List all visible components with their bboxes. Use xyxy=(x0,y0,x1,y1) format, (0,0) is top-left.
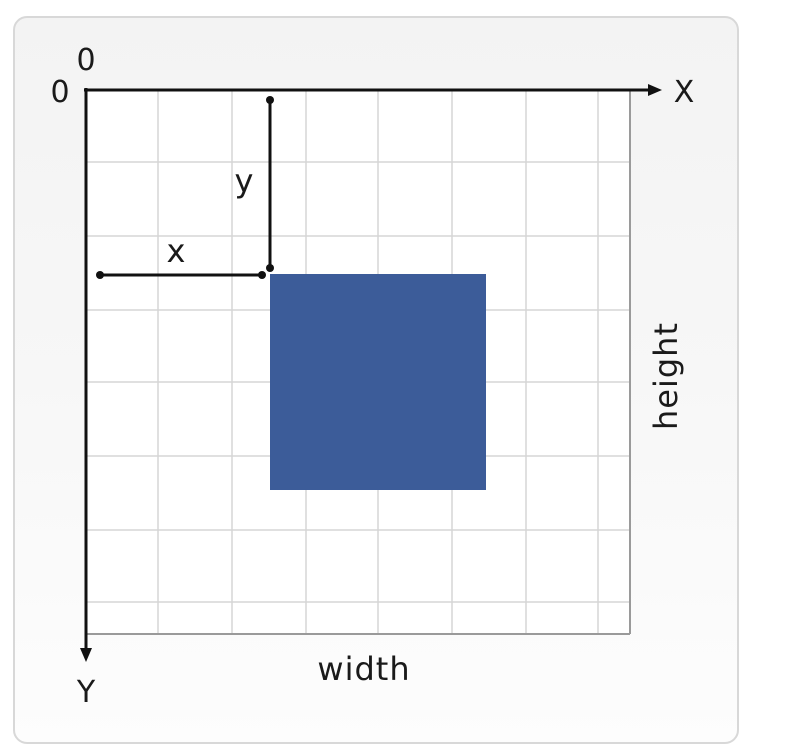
grid-lines xyxy=(86,90,630,634)
y-offset-label: y xyxy=(235,162,254,200)
x-axis-label: X xyxy=(674,75,695,110)
x-offset-label: x xyxy=(167,232,186,270)
axes xyxy=(84,88,650,652)
x-axis-arrow-icon xyxy=(648,84,662,96)
positioned-rectangle xyxy=(270,274,486,490)
x-offset-dimension xyxy=(96,271,266,279)
y-axis-label: Y xyxy=(76,675,96,710)
width-label: width xyxy=(317,650,410,688)
grid-border xyxy=(86,90,631,635)
y-axis-arrow-icon xyxy=(80,648,92,662)
y-offset-dimension xyxy=(266,96,274,272)
height-label: height xyxy=(647,322,685,430)
origin-label-left: 0 xyxy=(50,75,69,110)
origin-label-top: 0 xyxy=(76,43,95,78)
